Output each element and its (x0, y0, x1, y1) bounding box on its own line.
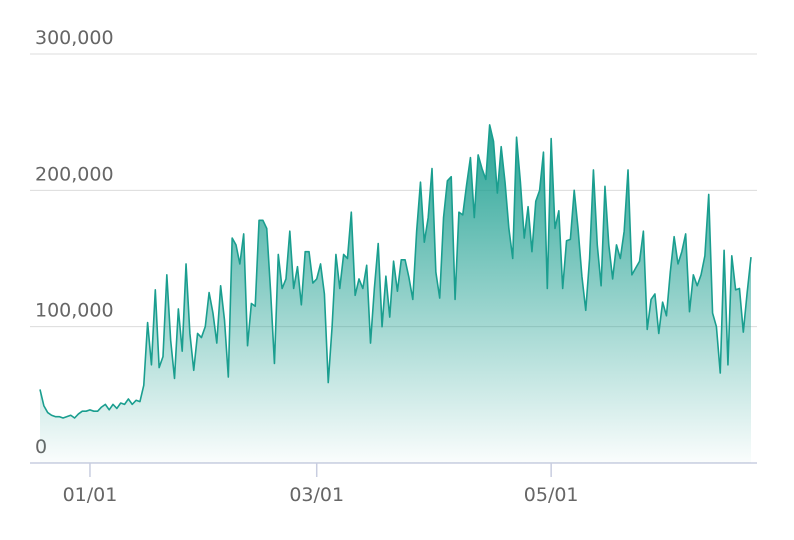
y-tick-label: 100,000 (35, 300, 114, 322)
x-tick-label: 01/01 (63, 484, 118, 506)
x-tick-label: 05/01 (524, 484, 579, 506)
y-tick-label: 200,000 (35, 163, 114, 185)
area-fill (40, 124, 751, 463)
line (39, 124, 752, 419)
y-tick-label: 300,000 (35, 27, 114, 49)
x-tick-label: 03/01 (289, 484, 344, 506)
